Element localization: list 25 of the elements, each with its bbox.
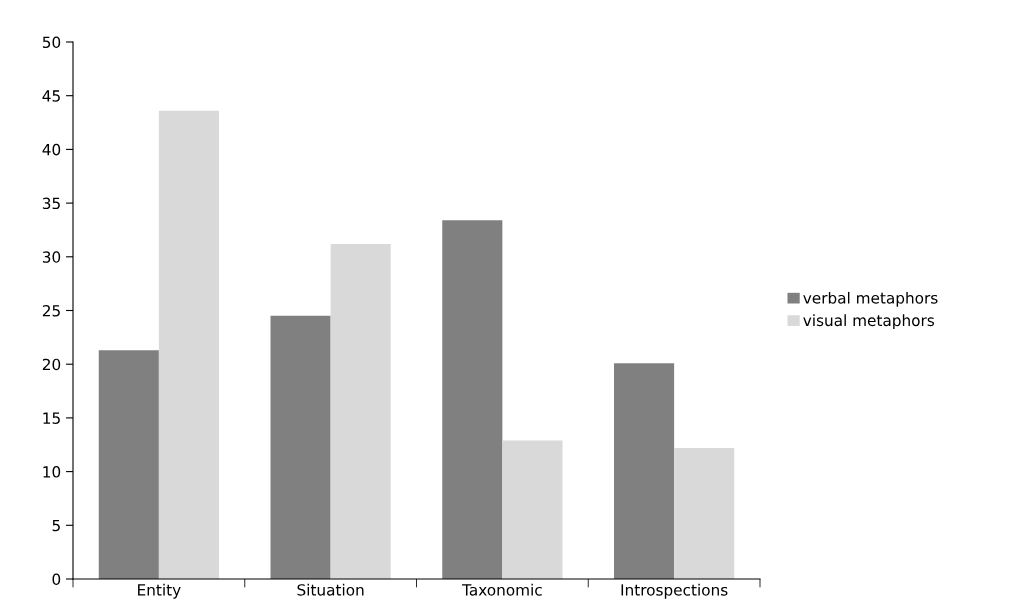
bar [270, 315, 331, 579]
y-tick-label: 30 [42, 251, 61, 263]
bar [330, 243, 391, 579]
bar [158, 110, 219, 579]
y-tick-label: 0 [52, 573, 61, 586]
y-tick-label: 5 [52, 519, 60, 532]
legend-label: visual metaphors [803, 314, 935, 330]
y-tick-label: 15 [43, 412, 60, 424]
bar [442, 220, 503, 579]
legend-label: verbal metaphors [803, 291, 938, 307]
y-tick-label: 35 [42, 197, 60, 210]
x-tick-label: Entity [138, 583, 181, 599]
bar [502, 440, 563, 579]
bar [674, 447, 735, 579]
x-tick-label: Taxonomic [462, 583, 542, 596]
y-tick-label: 45 [42, 90, 60, 102]
bar [614, 363, 675, 579]
y-tick-label: 40 [42, 143, 61, 156]
y-tick-label: 25 [42, 304, 60, 317]
y-tick-label: 20 [42, 358, 61, 371]
y-tick-label: 10 [43, 466, 61, 478]
x-tick-label: Situation [297, 583, 364, 596]
y-tick-label: 50 [42, 36, 61, 49]
x-tick-label: Introspections [621, 583, 728, 599]
bar [98, 350, 159, 579]
